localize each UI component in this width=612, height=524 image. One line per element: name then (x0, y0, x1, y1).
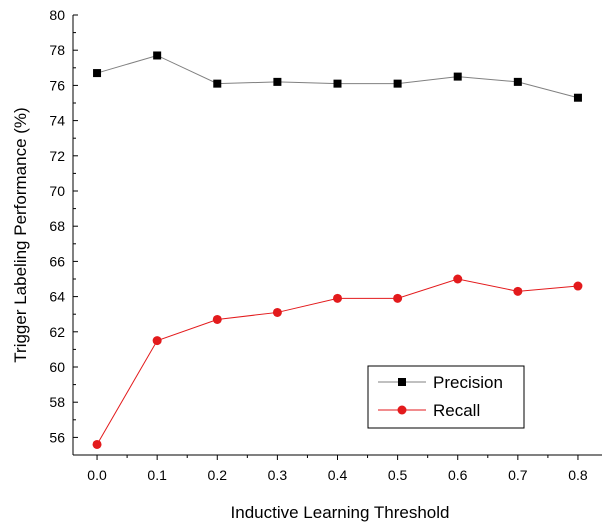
x-tick-label: 0.0 (87, 467, 107, 483)
data-point-recall (573, 281, 583, 291)
data-point-precision (513, 77, 522, 86)
x-tick-label: 0.4 (328, 467, 348, 483)
data-point-precision (273, 77, 282, 86)
y-tick-label: 72 (49, 148, 65, 164)
legend-entry-recall: Recall (378, 401, 480, 420)
data-point-precision (213, 79, 222, 88)
y-tick-label: 76 (49, 77, 65, 93)
data-point-precision (453, 72, 462, 81)
data-point-recall (152, 336, 162, 346)
y-tick-label: 80 (49, 7, 65, 23)
data-point-recall (453, 274, 463, 284)
y-tick-label: 62 (49, 324, 65, 340)
x-tick-label: 0.3 (268, 467, 288, 483)
x-tick-label: 0.1 (147, 467, 167, 483)
x-tick-label: 0.2 (208, 467, 228, 483)
data-point-recall (272, 307, 282, 317)
series-layer (92, 51, 583, 449)
data-point-recall (92, 439, 102, 449)
data-point-precision (153, 51, 162, 60)
data-point-precision (573, 93, 582, 102)
legend-label-recall: Recall (433, 401, 480, 420)
y-tick-label: 56 (49, 429, 65, 445)
x-tick-label: 0.5 (388, 467, 408, 483)
y-tick-label: 58 (49, 394, 65, 410)
x-tick-label: 0.7 (508, 467, 528, 483)
data-point-recall (393, 293, 403, 303)
y-tick-label: 64 (49, 289, 65, 305)
legend-box (367, 365, 525, 429)
x-tick-label: 0.8 (568, 467, 588, 483)
data-point-precision (393, 79, 402, 88)
series-recall (92, 274, 583, 449)
y-axis-title: Trigger Labeling Performance (%) (11, 107, 30, 362)
y-tick-label: 70 (49, 183, 65, 199)
legend-entry-precision: Precision (378, 373, 503, 392)
y-tick-label: 60 (49, 359, 65, 375)
y-tick-label: 78 (49, 42, 65, 58)
y-tick-label: 74 (49, 113, 65, 129)
y-tick-label: 68 (49, 218, 65, 234)
data-point-precision (93, 69, 102, 78)
data-point-recall (212, 314, 222, 324)
series-line-precision (96, 54, 579, 99)
data-point-precision (333, 79, 342, 88)
x-tick-label: 0.6 (448, 467, 468, 483)
legend-marker-precision (398, 378, 406, 386)
series-precision (93, 51, 582, 102)
ticks: 56 58 60 62 64 66 68 70 72 74 76 78 80 0.0 0.1 0.2 0.3 0.… (49, 7, 587, 483)
legend-marker-recall (397, 405, 407, 415)
data-point-recall (513, 286, 523, 296)
x-axis-title: Inductive Learning Threshold (231, 503, 450, 522)
legend: Precision Recall (367, 365, 525, 429)
y-tick-label: 66 (49, 253, 65, 269)
legend-label-precision: Precision (433, 373, 503, 392)
data-point-recall (333, 293, 342, 303)
